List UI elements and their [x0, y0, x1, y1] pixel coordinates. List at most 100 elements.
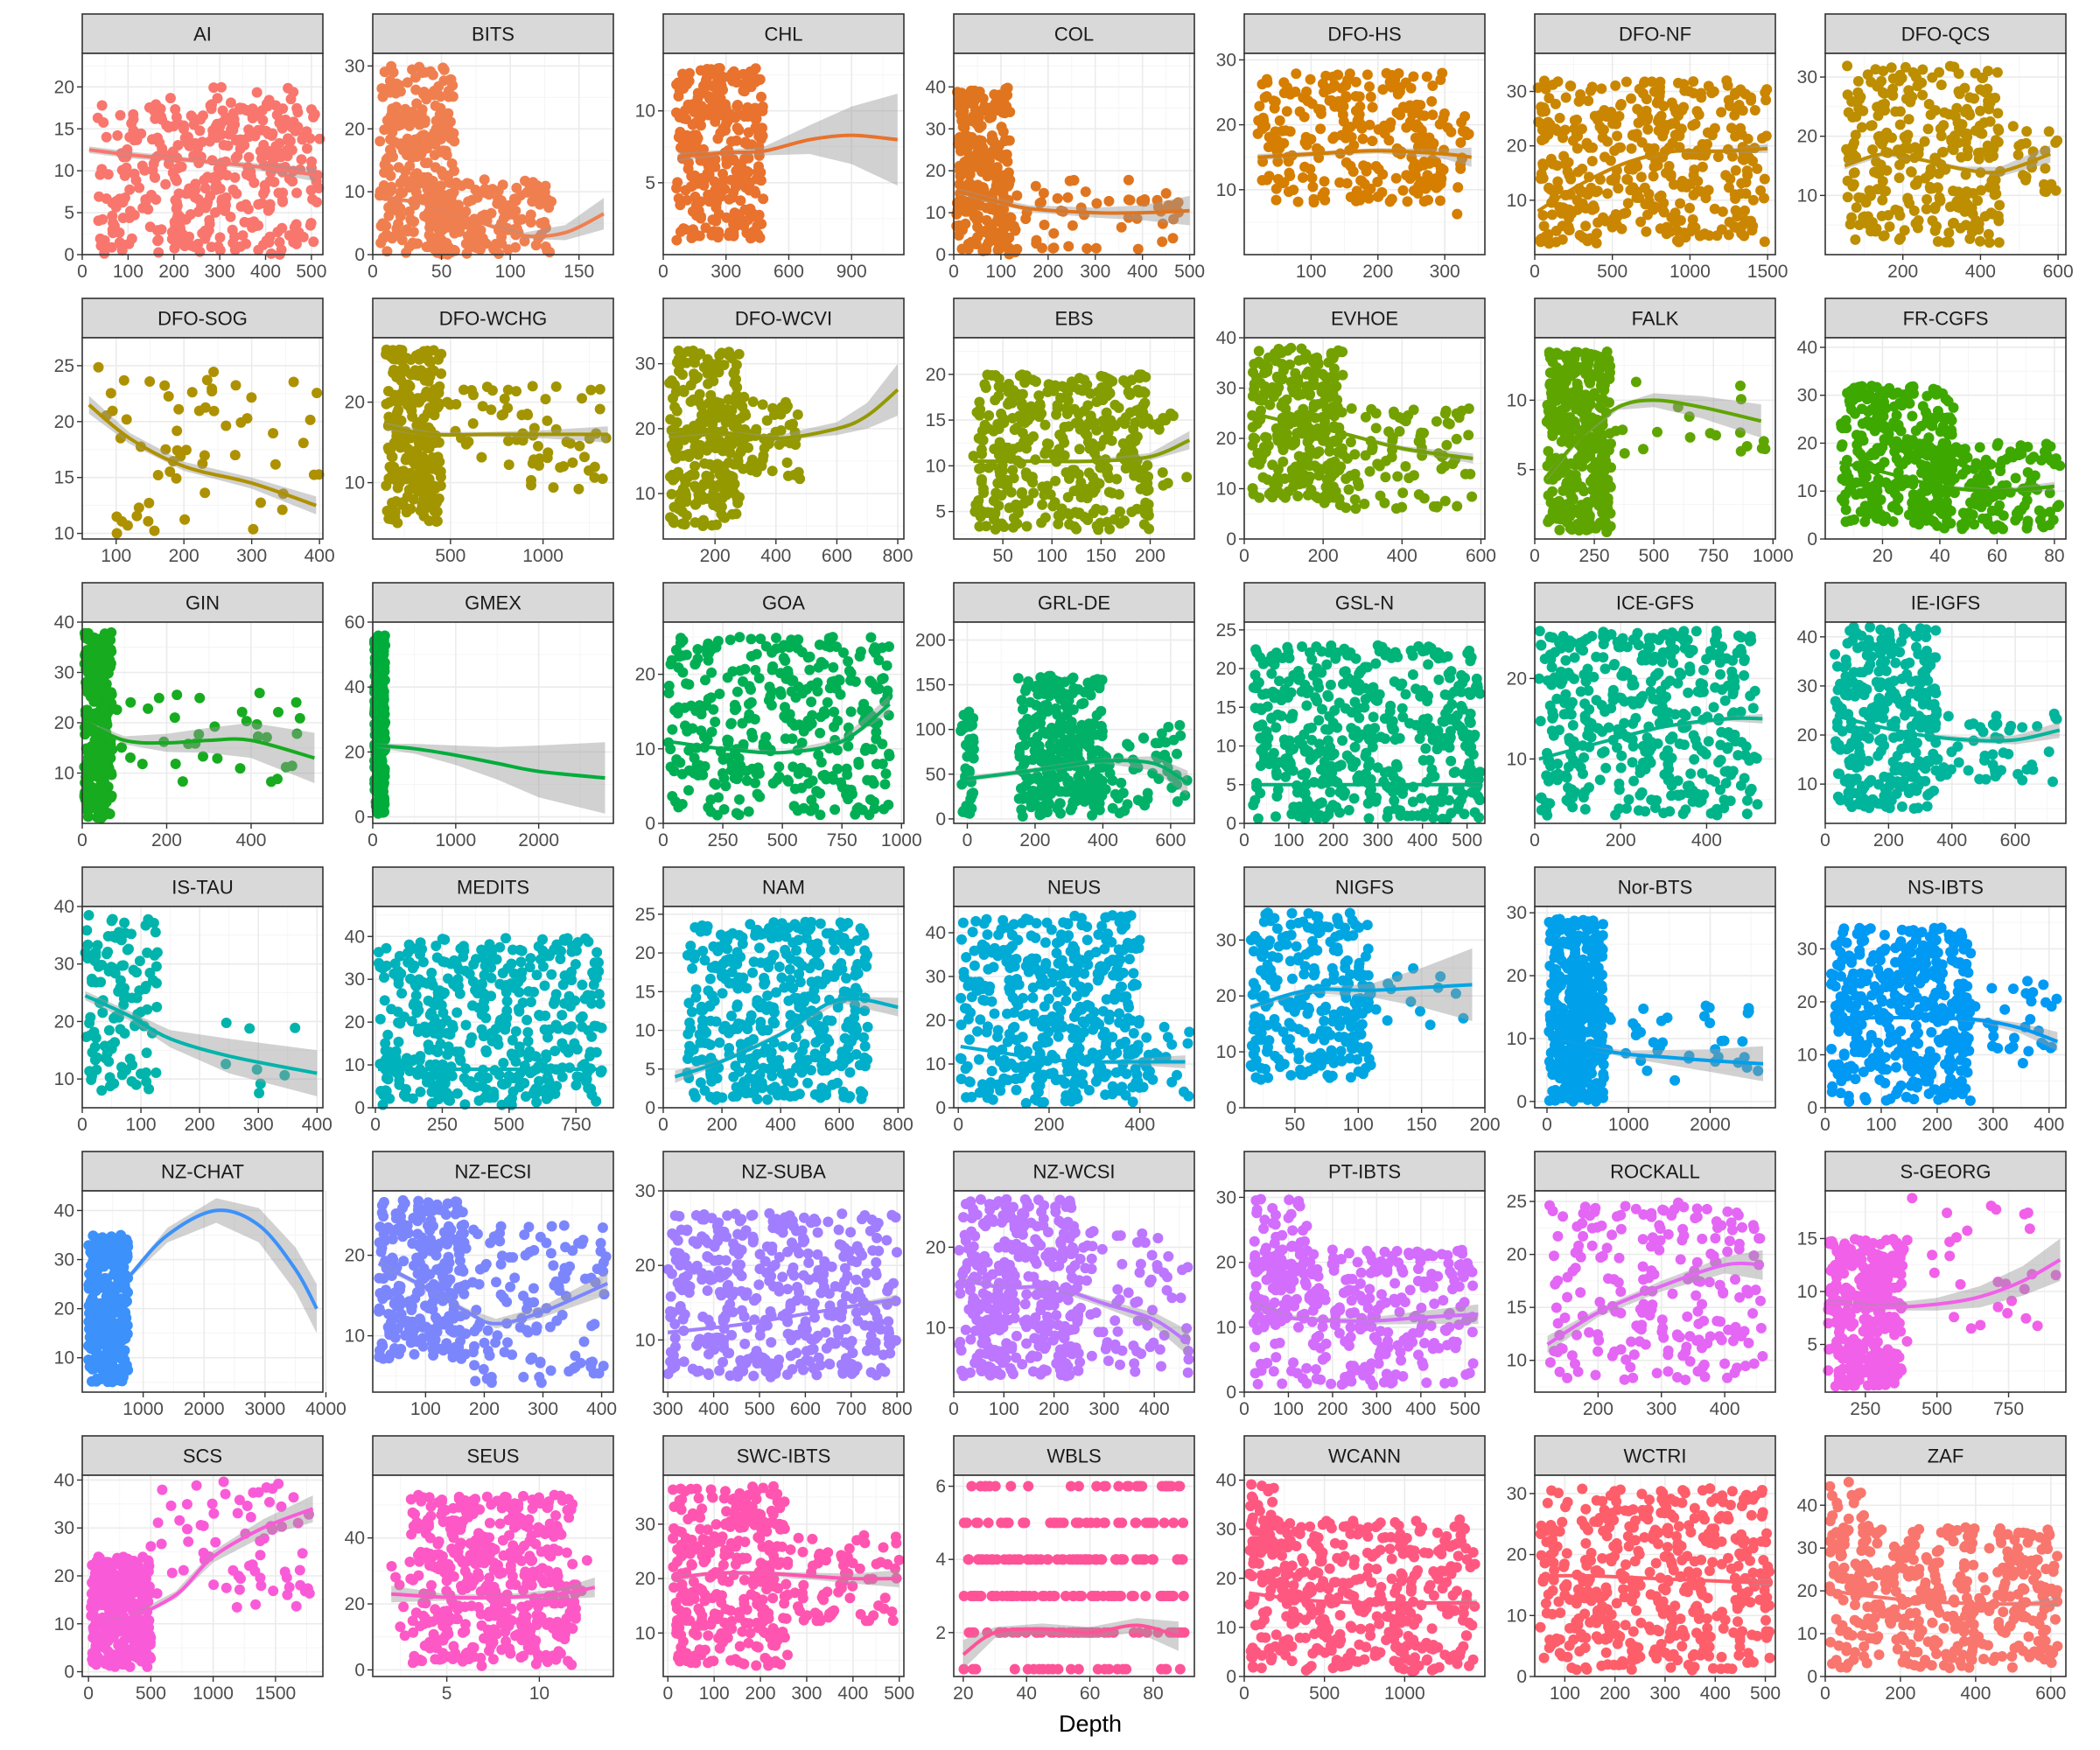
- data-point: [540, 394, 551, 405]
- y-tick-label: 10: [635, 484, 655, 504]
- data-point: [1557, 404, 1568, 416]
- data-point: [1875, 494, 1886, 506]
- data-point: [668, 517, 680, 528]
- data-point: [1068, 175, 1080, 186]
- data-point: [1877, 194, 1888, 206]
- data-point: [1856, 430, 1867, 441]
- data-point: [253, 220, 264, 231]
- data-point: [1586, 476, 1596, 487]
- data-point: [228, 108, 239, 119]
- data-point: [743, 127, 754, 138]
- data-point: [756, 218, 767, 229]
- data-point: [1402, 196, 1413, 207]
- data-point: [1062, 395, 1074, 406]
- strip-label-ebs: EBS: [1054, 308, 1093, 330]
- data-point: [986, 111, 998, 122]
- data-point: [270, 458, 281, 470]
- data-point: [117, 197, 129, 208]
- data-point: [1894, 172, 1905, 184]
- data-point: [1558, 132, 1569, 144]
- data-point: [792, 409, 803, 420]
- y-tick-label: 10: [345, 473, 365, 494]
- data-point: [249, 130, 261, 142]
- y-tick-label: 30: [1216, 50, 1236, 70]
- data-point: [1572, 166, 1584, 178]
- data-point: [415, 114, 426, 125]
- data-point: [1740, 214, 1751, 226]
- data-point: [152, 470, 164, 480]
- data-point: [243, 124, 255, 136]
- data-point: [671, 234, 682, 246]
- data-point: [107, 198, 118, 209]
- data-point: [1932, 236, 1943, 247]
- data-point: [710, 396, 722, 408]
- data-point: [726, 136, 737, 147]
- data-point: [1319, 497, 1330, 508]
- data-point: [179, 241, 191, 252]
- data-point: [444, 177, 455, 188]
- data-point: [1008, 522, 1018, 533]
- data-point: [681, 114, 692, 124]
- data-point: [703, 161, 714, 172]
- data-point: [691, 104, 703, 115]
- x-axis-dfo-hs: 100 200 300: [1296, 255, 1460, 282]
- data-point: [133, 502, 144, 514]
- data-point: [374, 190, 385, 201]
- data-point: [386, 60, 397, 72]
- data-point: [1744, 152, 1755, 164]
- data-point: [1017, 486, 1027, 498]
- data-point: [682, 99, 694, 110]
- data-point: [1111, 473, 1123, 485]
- x-tick-label: 0: [1239, 546, 1250, 566]
- data-point: [1579, 507, 1591, 518]
- data-point: [1730, 193, 1741, 204]
- data-point: [698, 85, 710, 96]
- data-point: [1935, 194, 1946, 206]
- data-point: [1136, 369, 1147, 381]
- data-point: [1929, 105, 1941, 116]
- y-tick-label: 0: [1226, 529, 1236, 550]
- data-point: [1970, 215, 1982, 227]
- data-point: [1167, 233, 1179, 244]
- data-point: [1119, 515, 1130, 527]
- data-point: [1841, 423, 1852, 434]
- data-point: [1648, 171, 1659, 182]
- data-point: [227, 224, 238, 235]
- data-point: [1836, 441, 1847, 452]
- strip-ai: [81, 13, 324, 54]
- data-point: [1350, 76, 1362, 88]
- data-point: [391, 223, 402, 234]
- data-point: [1139, 388, 1151, 398]
- data-point: [1283, 186, 1294, 198]
- data-point: [1463, 430, 1474, 441]
- data-point: [414, 370, 425, 382]
- data-point: [1872, 391, 1884, 402]
- data-point: [1702, 138, 1712, 150]
- data-point: [186, 110, 197, 122]
- data-point: [1319, 186, 1330, 198]
- data-point: [150, 99, 162, 110]
- data-point: [144, 376, 156, 387]
- data-point: [242, 204, 254, 214]
- data-point: [1622, 198, 1634, 209]
- data-point: [159, 380, 171, 391]
- data-point: [1602, 188, 1614, 200]
- data-point: [169, 242, 180, 254]
- data-point: [1361, 165, 1372, 177]
- y-tick-label: 0: [935, 245, 946, 265]
- data-point: [986, 146, 998, 158]
- data-point: [116, 515, 128, 527]
- data-point: [1139, 480, 1151, 492]
- data-point: [374, 136, 386, 147]
- x-axis-ebs: 50 100 150 200: [992, 539, 1166, 566]
- data-point: [200, 183, 211, 194]
- data-point: [1052, 400, 1063, 410]
- data-point: [1102, 463, 1113, 474]
- data-point: [1740, 177, 1752, 188]
- data-point: [1114, 506, 1125, 517]
- data-point: [253, 244, 264, 256]
- data-point: [1157, 236, 1168, 248]
- data-point: [953, 134, 964, 145]
